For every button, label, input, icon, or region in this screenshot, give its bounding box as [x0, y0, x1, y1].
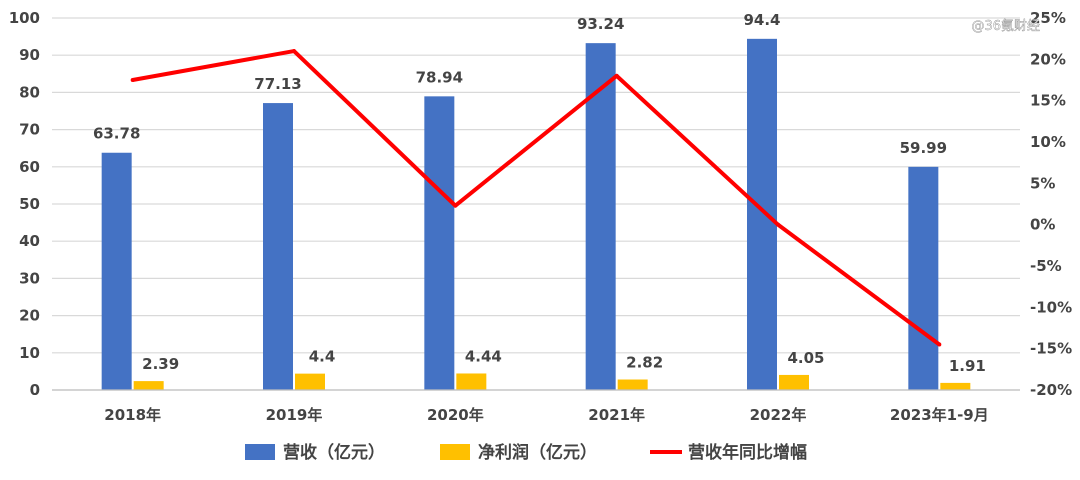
- revenue-bar: [424, 96, 455, 390]
- left-tick-label: 80: [19, 83, 40, 101]
- x-tick-label: 2018年: [104, 406, 161, 424]
- gridlines: [52, 17, 1020, 391]
- revenue-bar: [747, 38, 777, 390]
- revenue-data-label: 78.94: [416, 68, 463, 86]
- legend-swatch: [440, 444, 470, 460]
- right-tick-label: -5%: [1030, 257, 1062, 275]
- profit-data-label: 2.82: [626, 354, 663, 372]
- x-tick-label: 2022年: [750, 406, 807, 424]
- left-tick-label: 30: [19, 269, 40, 287]
- profit-bar: [295, 373, 325, 390]
- growth-point: [130, 78, 135, 82]
- profit-data-label: 4.05: [787, 349, 824, 367]
- profit-data-label: 4.44: [465, 347, 502, 365]
- x-tick-label: 2019年: [266, 406, 323, 424]
- right-tick-label: 25%: [1030, 9, 1066, 27]
- revenue-data-label: 63.78: [93, 125, 140, 143]
- revenue-data-label: 77.13: [254, 75, 301, 93]
- revenue-data-label: 59.99: [900, 139, 947, 157]
- left-tick-label: 60: [19, 158, 40, 176]
- revenue-data-label: 93.24: [577, 15, 624, 33]
- revenue-data-label: 94.4: [743, 11, 780, 29]
- x-tick-label: 2021年: [588, 406, 645, 424]
- growth-point: [937, 342, 942, 347]
- legend: 营收（亿元） 净利润（亿元） 营收年同比增幅: [245, 442, 807, 463]
- profit-bar: [133, 381, 164, 390]
- profit-data-label: 4.4: [309, 348, 336, 366]
- left-axis: 0 10 20 30 40 50 60 70 80 90 100: [9, 9, 40, 399]
- legend-label: 营收（亿元）: [283, 442, 385, 463]
- profit-bar: [779, 374, 809, 390]
- growth-point: [776, 222, 780, 227]
- revenue-bar: [263, 103, 293, 390]
- left-tick-label: 100: [9, 9, 40, 27]
- left-tick-label: 20: [19, 307, 40, 325]
- data-labels: 63.78 77.13 78.94 93.24 94.4 59.99 2.39 4.4 4.44…: [93, 11, 986, 375]
- growth-line: [130, 49, 942, 347]
- bars: [101, 38, 971, 390]
- growth-point: [292, 49, 296, 54]
- right-tick-label: -10%: [1030, 298, 1072, 316]
- revenue-bar: [585, 43, 616, 390]
- growth-point: [453, 203, 458, 208]
- right-tick-label: -20%: [1030, 381, 1072, 399]
- right-tick-label: 15%: [1030, 92, 1066, 110]
- legend-swatch: [245, 444, 275, 460]
- left-tick-label: 90: [19, 46, 40, 64]
- x-tick-label: 2020年: [427, 406, 484, 424]
- watermark: @36氪财经: [971, 18, 1040, 34]
- revenue-bar: [908, 166, 939, 390]
- right-tick-label: 0%: [1030, 216, 1055, 234]
- legend-label: 营收年同比增幅: [688, 442, 807, 463]
- left-tick-label: 10: [19, 344, 40, 362]
- profit-data-label: 1.91: [949, 357, 986, 375]
- left-tick-label: 40: [19, 232, 40, 250]
- right-axis: -20% -15% -10% -5% 0% 5% 10% 15% 20% 25%: [1030, 9, 1072, 399]
- profit-data-label: 2.39: [142, 355, 179, 373]
- growth-point: [614, 73, 619, 78]
- left-tick-label: 0: [30, 381, 40, 399]
- x-tick-label: 2023年1-9月: [890, 406, 989, 424]
- growth-polyline: [132, 49, 941, 347]
- legend-label: 净利润（亿元）: [478, 442, 597, 463]
- right-tick-label: 10%: [1030, 133, 1066, 151]
- profit-bar: [617, 379, 648, 390]
- left-tick-label: 50: [19, 195, 40, 213]
- profit-bar: [940, 382, 971, 390]
- profit-bar: [456, 373, 487, 390]
- right-tick-label: 5%: [1030, 174, 1055, 192]
- revenue-bar: [101, 152, 132, 390]
- x-axis: 2018年 2019年 2020年 2021年 2022年 2023年1-9月: [52, 389, 1020, 424]
- right-tick-label: 20%: [1030, 50, 1066, 68]
- left-tick-label: 70: [19, 121, 40, 139]
- right-tick-label: -15%: [1030, 340, 1072, 358]
